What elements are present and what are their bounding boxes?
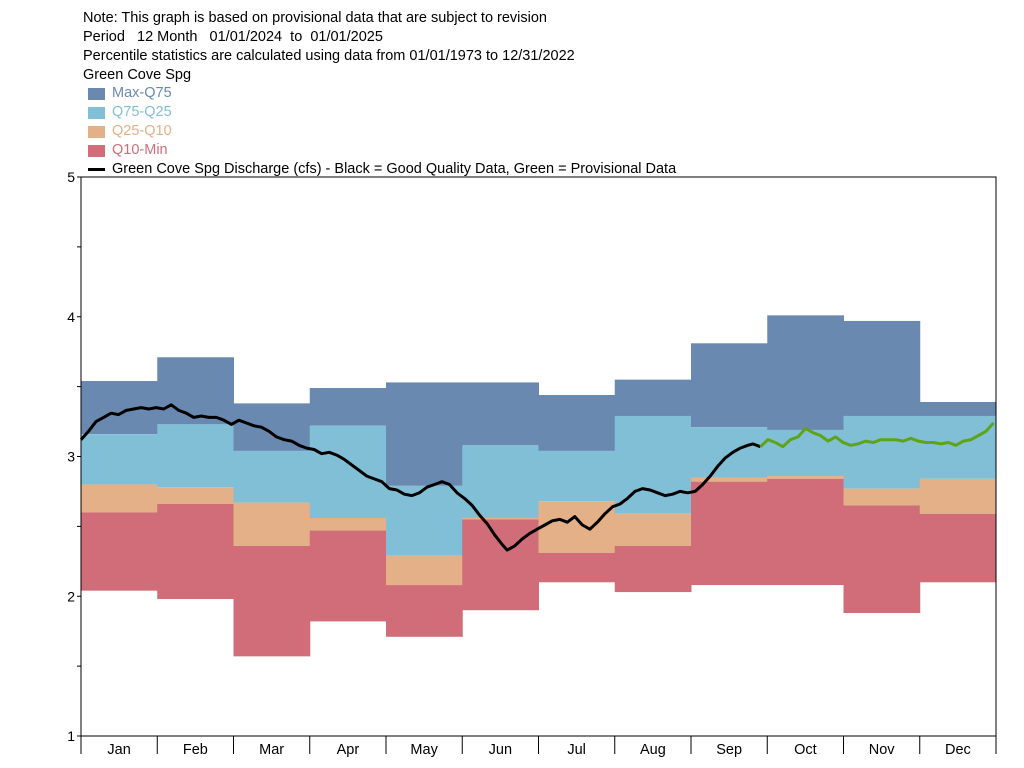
legend-label-discharge: Green Cove Spg Discharge (cfs) - Black =… [112, 161, 677, 177]
band-q10-min-jul [538, 552, 616, 583]
month-label-mar: Mar [259, 742, 284, 758]
band-q25-q10-jul [538, 501, 616, 553]
discharge-lines [79, 403, 995, 552]
band-q10-min-dec [919, 513, 997, 583]
discharge-series-1 [759, 421, 995, 449]
legend-label-max-q75: Max-Q75 [112, 85, 172, 101]
band-max-q75-may [386, 382, 463, 486]
band-q25-q10-jun [462, 517, 539, 520]
band-max-q75-nov [843, 320, 921, 416]
y-axis: 1 2 3 4 5 [67, 169, 81, 744]
chart-header: Note: This graph is based on provisional… [83, 9, 575, 85]
band-q10-min-sep [691, 481, 768, 586]
band-max-q75-apr [309, 388, 387, 426]
band-q75-q25-may [386, 485, 463, 556]
month-label-aug: Aug [640, 742, 666, 758]
legend-item-q75-q25: Q75-Q25 [88, 103, 676, 122]
band-q75-q25-jun [462, 445, 539, 518]
band-q75-q25-dec [919, 415, 997, 479]
band-q75-q25-jan [81, 434, 158, 485]
band-q25-q10-dec [919, 478, 997, 514]
band-q25-q10-feb [157, 487, 234, 505]
month-label-dec: Dec [945, 742, 971, 758]
band-q10-min-jun [462, 519, 539, 611]
band-q25-q10-may [386, 555, 463, 586]
percentile-note-text: Percentile statistics are calculated usi… [83, 48, 575, 64]
band-max-q75-feb [157, 357, 234, 425]
band-q10-min-mar [233, 545, 311, 657]
band-q75-q25-nov [843, 415, 921, 489]
x-axis: Jan Feb Mar Apr May Jun Jul Aug Sep Oct Nov Dec [80, 736, 997, 758]
band-q75-q25-sep [691, 427, 768, 478]
y-tick-label: 1 [67, 728, 75, 744]
band-q10-min-may [386, 585, 463, 637]
period-text: Period 12 Month 01/01/2024 to 01/01/2025 [83, 29, 383, 45]
band-q25-q10-jan [81, 484, 158, 513]
band-q10-min-jan [81, 512, 158, 591]
band-q10-min-aug [614, 545, 692, 593]
band-q25-q10-mar [233, 502, 311, 546]
month-label-may: May [410, 742, 438, 758]
month-label-feb: Feb [183, 742, 208, 758]
band-q25-q10-nov [843, 488, 921, 506]
legend-swatch-q10-min [88, 144, 105, 157]
y-tick-label: 2 [67, 588, 75, 604]
legend-swatch-q75-q25 [88, 106, 105, 119]
discharge-series-0 [79, 403, 761, 552]
station-name: Green Cove Spg [83, 67, 192, 83]
legend-item-q10-min: Q10-Min [88, 141, 676, 160]
note-text: Note: This graph is based on provisional… [83, 10, 547, 26]
legend: Max-Q75 Q75-Q25 Q25-Q10 Q10-Min Green Co… [88, 84, 676, 179]
band-q75-q25-oct [767, 429, 844, 477]
band-max-q75-aug [614, 379, 692, 416]
legend-swatch-q25-q10 [88, 125, 105, 138]
month-label-jul: Jul [567, 742, 586, 758]
legend-item-q25-q10: Q25-Q10 [88, 122, 676, 141]
band-max-q75-jul [538, 395, 616, 451]
legend-swatch-max-q75 [88, 87, 105, 100]
month-label-jan: Jan [107, 742, 130, 758]
band-q75-q25-mar [233, 450, 311, 503]
band-q75-q25-feb [157, 424, 234, 488]
y-tick-label: 4 [67, 309, 75, 325]
legend-item-discharge-line: Green Cove Spg Discharge (cfs) - Black =… [88, 160, 676, 179]
band-q25-q10-apr [309, 517, 387, 531]
band-q10-min-feb [157, 504, 234, 600]
band-max-q75-dec [919, 401, 997, 416]
month-label-oct: Oct [794, 742, 817, 758]
month-label-apr: Apr [337, 742, 360, 758]
band-max-q75-sep [691, 343, 768, 428]
month-label-jun: Jun [489, 742, 512, 758]
band-q75-q25-jul [538, 450, 616, 502]
band-q25-q10-aug [614, 513, 692, 546]
legend-item-max-q75: Max-Q75 [88, 84, 676, 103]
band-max-q75-jun [462, 382, 539, 446]
band-q25-q10-sep [691, 477, 768, 482]
band-q10-min-oct [767, 478, 844, 586]
y-tick-label: 3 [67, 449, 75, 465]
y-tick-label: 5 [67, 169, 75, 185]
month-label-sep: Sep [716, 742, 742, 758]
band-q10-min-apr [309, 530, 387, 622]
band-q25-q10-oct [767, 476, 844, 479]
band-q10-min-nov [843, 505, 921, 614]
legend-label-q10-min: Q10-Min [112, 142, 168, 158]
percentile-bands [81, 315, 997, 657]
legend-line-swatch [88, 168, 105, 171]
legend-label-q25-q10: Q25-Q10 [112, 123, 172, 139]
legend-label-q75-q25: Q75-Q25 [112, 104, 172, 120]
month-label-nov: Nov [869, 742, 896, 758]
band-max-q75-oct [767, 315, 844, 430]
band-q75-q25-apr [309, 425, 387, 518]
